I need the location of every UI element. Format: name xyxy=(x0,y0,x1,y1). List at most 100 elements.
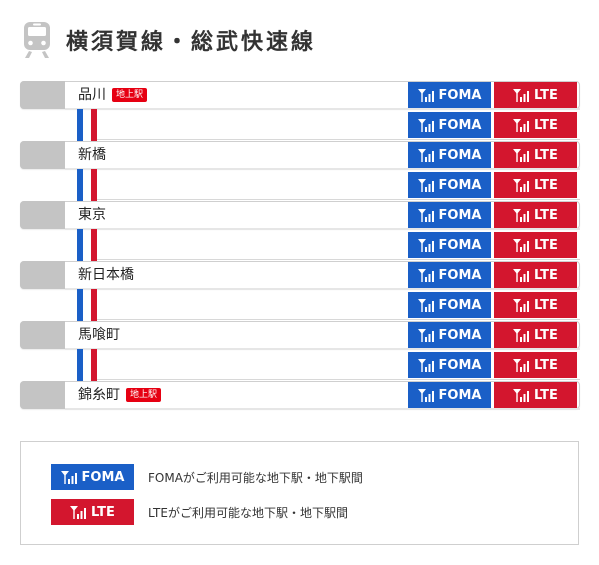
signal-icon xyxy=(417,268,434,282)
route-diagram: 品川 地上駅 FOMA LTE FOMA LTE 新橋 FOMA LTE FOMA LTE 東京 FOM… xyxy=(20,81,580,411)
signal-icon xyxy=(513,118,530,132)
page-title: 横須賀線・総武快速線 xyxy=(66,30,317,55)
foma-badge: FOMA xyxy=(408,202,491,228)
station-name-text: 馬喰町 xyxy=(78,327,120,343)
foma-badge: FOMA xyxy=(408,232,491,258)
legend-foma-label: FOMA xyxy=(81,469,125,485)
line-blue xyxy=(77,349,83,383)
signal-icon xyxy=(417,208,434,222)
divider xyxy=(97,139,580,140)
foma-label: FOMA xyxy=(438,357,482,373)
lte-label: LTE xyxy=(534,87,558,103)
signal-icon xyxy=(513,88,530,102)
signal-icon xyxy=(513,238,530,252)
section-row: FOMA LTE xyxy=(20,289,580,323)
foma-label: FOMA xyxy=(438,267,482,283)
line-blue xyxy=(77,289,83,323)
signal-icon xyxy=(513,328,530,342)
station-row: 錦糸町 地上駅 FOMA LTE xyxy=(20,381,580,411)
lte-label: LTE xyxy=(534,237,558,253)
legend-lte-badge: LTE xyxy=(51,499,134,525)
lte-badge: LTE xyxy=(494,292,577,318)
line-red xyxy=(91,229,97,263)
lte-label: LTE xyxy=(534,117,558,133)
lte-badge: LTE xyxy=(494,262,577,288)
divider xyxy=(65,228,580,230)
foma-label: FOMA xyxy=(438,147,482,163)
station-marker xyxy=(20,261,65,289)
lte-badge: LTE xyxy=(494,382,577,408)
section-row: FOMA LTE xyxy=(20,169,580,203)
legend-foma-badge: FOMA xyxy=(51,464,134,490)
signal-icon xyxy=(513,268,530,282)
station-name: 馬喰町 xyxy=(78,321,120,349)
station-name-text: 新橋 xyxy=(78,147,106,163)
foma-label: FOMA xyxy=(438,207,482,223)
lte-badge: LTE xyxy=(494,142,577,168)
station-name-text: 東京 xyxy=(78,207,106,223)
station-name: 新橋 xyxy=(78,141,106,169)
lte-badge: LTE xyxy=(494,322,577,348)
signal-icon xyxy=(513,208,530,222)
foma-badge: FOMA xyxy=(408,172,491,198)
section-row: FOMA LTE xyxy=(20,229,580,263)
signal-icon xyxy=(417,118,434,132)
lte-label: LTE xyxy=(534,207,558,223)
legend-foma-text: FOMAがご利用可能な地下駅・地下駅間 xyxy=(148,470,363,485)
divider xyxy=(97,259,580,260)
station-name: 錦糸町 地上駅 xyxy=(78,381,162,409)
signal-icon xyxy=(417,328,434,342)
station-row: 新橋 FOMA LTE xyxy=(20,141,580,171)
station-row: 新日本橋 FOMA LTE xyxy=(20,261,580,291)
above-ground-badge: 地上駅 xyxy=(112,88,148,102)
above-ground-badge: 地上駅 xyxy=(126,388,162,402)
station-name-text: 新日本橋 xyxy=(78,267,134,283)
station-name: 新日本橋 xyxy=(78,261,134,289)
divider xyxy=(65,408,580,410)
section-row: FOMA LTE xyxy=(20,109,580,143)
line-red xyxy=(91,169,97,203)
signal-icon xyxy=(417,238,434,252)
signal-icon xyxy=(513,388,530,402)
station-name-text: 品川 xyxy=(78,87,106,103)
divider xyxy=(65,288,580,290)
signal-icon xyxy=(417,358,434,372)
lte-label: LTE xyxy=(534,387,558,403)
line-blue xyxy=(77,109,83,143)
legend-lte-text: LTEがご利用可能な地下駅・地下駅間 xyxy=(148,505,348,520)
foma-badge: FOMA xyxy=(408,352,491,378)
station-marker xyxy=(20,81,65,109)
lte-badge: LTE xyxy=(494,232,577,258)
lte-label: LTE xyxy=(534,297,558,313)
foma-label: FOMA xyxy=(438,297,482,313)
station-marker xyxy=(20,201,65,229)
page-header: 横須賀線・総武快速線 xyxy=(20,18,316,62)
divider xyxy=(97,379,580,380)
line-blue xyxy=(77,169,83,203)
station-name-text: 錦糸町 xyxy=(78,387,120,403)
lte-label: LTE xyxy=(534,327,558,343)
legend-row-lte: LTE LTEがご利用可能な地下駅・地下駅間 xyxy=(51,499,348,525)
lte-badge: LTE xyxy=(494,352,577,378)
divider xyxy=(65,348,580,350)
foma-label: FOMA xyxy=(438,177,482,193)
station-name: 東京 xyxy=(78,201,106,229)
legend-row-foma: FOMA FOMAがご利用可能な地下駅・地下駅間 xyxy=(51,464,363,490)
lte-label: LTE xyxy=(534,357,558,373)
station-name: 品川 地上駅 xyxy=(78,81,148,109)
divider xyxy=(65,168,580,170)
divider xyxy=(97,319,580,320)
lte-badge: LTE xyxy=(494,172,577,198)
foma-badge: FOMA xyxy=(408,322,491,348)
foma-badge: FOMA xyxy=(408,262,491,288)
signal-icon xyxy=(513,298,530,312)
station-row: 東京 FOMA LTE xyxy=(20,201,580,231)
signal-icon xyxy=(417,88,434,102)
station-marker xyxy=(20,141,65,169)
legend: FOMA FOMAがご利用可能な地下駅・地下駅間 LTE LTEがご利用可能な地… xyxy=(20,441,579,545)
foma-badge: FOMA xyxy=(408,382,491,408)
foma-badge: FOMA xyxy=(408,142,491,168)
train-icon xyxy=(24,22,50,58)
lte-badge: LTE xyxy=(494,112,577,138)
foma-label: FOMA xyxy=(438,327,482,343)
